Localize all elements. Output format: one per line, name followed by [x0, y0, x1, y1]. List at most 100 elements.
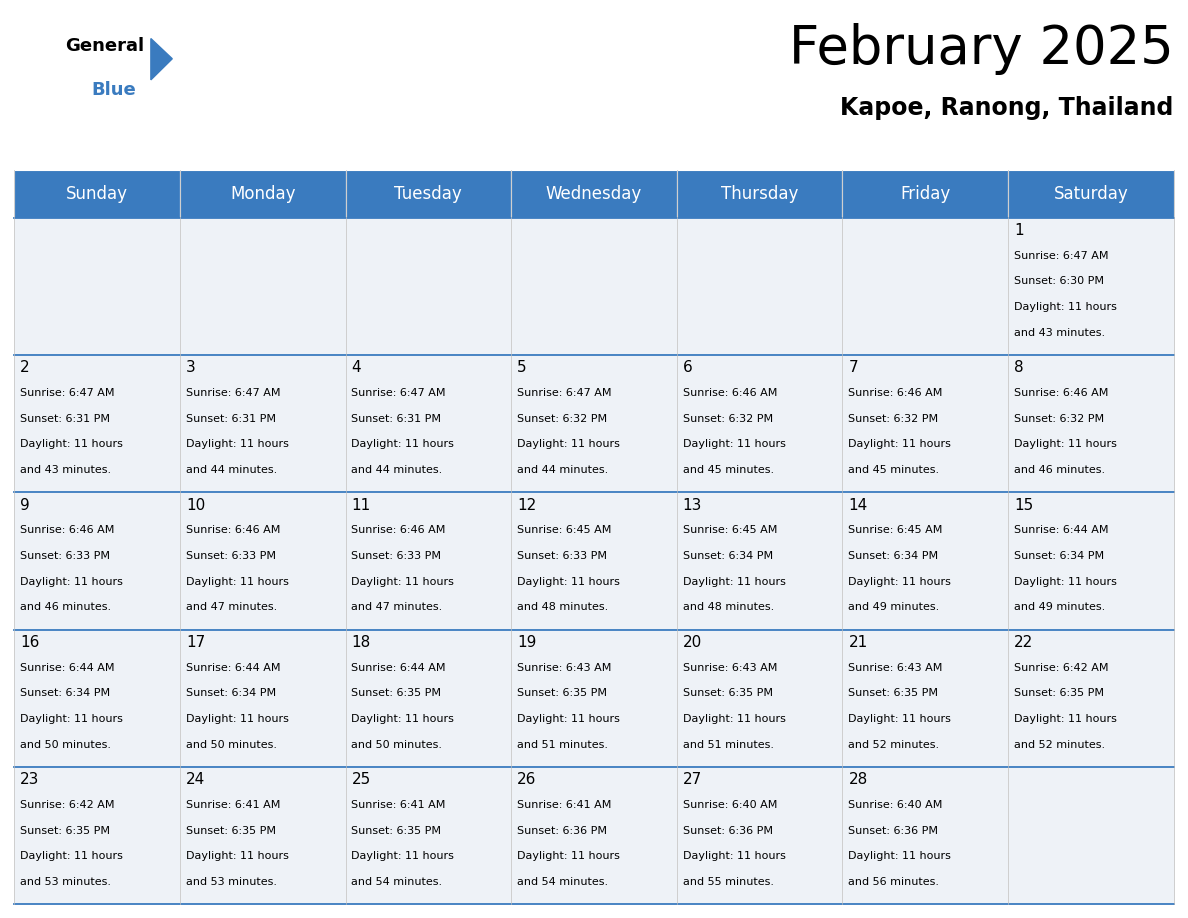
Text: 10: 10 — [185, 498, 206, 513]
Text: 26: 26 — [517, 772, 537, 788]
Text: 8: 8 — [1015, 361, 1024, 375]
Text: Kapoe, Ranong, Thailand: Kapoe, Ranong, Thailand — [840, 96, 1174, 120]
Text: and 44 minutes.: and 44 minutes. — [352, 465, 443, 475]
Text: Sunrise: 6:44 AM: Sunrise: 6:44 AM — [185, 663, 280, 673]
Text: Daylight: 11 hours: Daylight: 11 hours — [185, 440, 289, 449]
Text: Sunset: 6:31 PM: Sunset: 6:31 PM — [352, 414, 442, 423]
Text: Daylight: 11 hours: Daylight: 11 hours — [352, 851, 454, 861]
Text: 18: 18 — [352, 635, 371, 650]
Text: Daylight: 11 hours: Daylight: 11 hours — [20, 440, 124, 449]
Text: Daylight: 11 hours: Daylight: 11 hours — [352, 577, 454, 587]
Text: Daylight: 11 hours: Daylight: 11 hours — [20, 577, 124, 587]
Text: Sunset: 6:34 PM: Sunset: 6:34 PM — [185, 688, 276, 699]
Text: 12: 12 — [517, 498, 536, 513]
Text: and 50 minutes.: and 50 minutes. — [185, 740, 277, 750]
Text: and 45 minutes.: and 45 minutes. — [848, 465, 940, 475]
Text: Sunrise: 6:45 AM: Sunrise: 6:45 AM — [517, 525, 612, 535]
Text: Daylight: 11 hours: Daylight: 11 hours — [185, 851, 289, 861]
Text: Daylight: 11 hours: Daylight: 11 hours — [20, 714, 124, 724]
Text: and 51 minutes.: and 51 minutes. — [517, 740, 608, 750]
Text: Daylight: 11 hours: Daylight: 11 hours — [1015, 577, 1117, 587]
Text: Sunrise: 6:47 AM: Sunrise: 6:47 AM — [20, 388, 115, 397]
Text: Sunrise: 6:45 AM: Sunrise: 6:45 AM — [683, 525, 777, 535]
Text: and 52 minutes.: and 52 minutes. — [1015, 740, 1105, 750]
Text: Sunrise: 6:41 AM: Sunrise: 6:41 AM — [352, 800, 446, 810]
Text: Daylight: 11 hours: Daylight: 11 hours — [683, 440, 785, 449]
Text: Sunday: Sunday — [67, 185, 128, 203]
Text: Sunrise: 6:46 AM: Sunrise: 6:46 AM — [352, 525, 446, 535]
Text: Sunrise: 6:40 AM: Sunrise: 6:40 AM — [683, 800, 777, 810]
Text: Sunset: 6:35 PM: Sunset: 6:35 PM — [848, 688, 939, 699]
Text: Sunset: 6:36 PM: Sunset: 6:36 PM — [683, 825, 772, 835]
Text: Sunrise: 6:44 AM: Sunrise: 6:44 AM — [352, 663, 446, 673]
Text: Sunrise: 6:46 AM: Sunrise: 6:46 AM — [848, 388, 943, 397]
Text: Sunrise: 6:43 AM: Sunrise: 6:43 AM — [683, 663, 777, 673]
Text: Daylight: 11 hours: Daylight: 11 hours — [517, 851, 620, 861]
Text: Sunset: 6:35 PM: Sunset: 6:35 PM — [352, 688, 442, 699]
Text: and 47 minutes.: and 47 minutes. — [185, 602, 277, 612]
Text: Monday: Monday — [230, 185, 296, 203]
Text: Sunset: 6:35 PM: Sunset: 6:35 PM — [20, 825, 110, 835]
Text: Daylight: 11 hours: Daylight: 11 hours — [1015, 302, 1117, 312]
Text: Sunrise: 6:40 AM: Sunrise: 6:40 AM — [848, 800, 943, 810]
Text: 3: 3 — [185, 361, 196, 375]
Text: Sunset: 6:34 PM: Sunset: 6:34 PM — [1015, 551, 1104, 561]
Text: Sunrise: 6:47 AM: Sunrise: 6:47 AM — [185, 388, 280, 397]
Text: 16: 16 — [20, 635, 39, 650]
Text: February 2025: February 2025 — [789, 23, 1174, 75]
Text: Daylight: 11 hours: Daylight: 11 hours — [517, 577, 620, 587]
Text: Daylight: 11 hours: Daylight: 11 hours — [1015, 440, 1117, 449]
Text: and 48 minutes.: and 48 minutes. — [683, 602, 775, 612]
Text: Sunset: 6:34 PM: Sunset: 6:34 PM — [683, 551, 773, 561]
Text: Friday: Friday — [901, 185, 950, 203]
Text: and 45 minutes.: and 45 minutes. — [683, 465, 773, 475]
Text: Sunrise: 6:45 AM: Sunrise: 6:45 AM — [848, 525, 943, 535]
Text: 27: 27 — [683, 772, 702, 788]
Text: 15: 15 — [1015, 498, 1034, 513]
Text: Tuesday: Tuesday — [394, 185, 462, 203]
Text: Sunrise: 6:42 AM: Sunrise: 6:42 AM — [20, 800, 115, 810]
Text: and 46 minutes.: and 46 minutes. — [20, 602, 112, 612]
Text: 1: 1 — [1015, 223, 1024, 238]
Text: Daylight: 11 hours: Daylight: 11 hours — [848, 714, 952, 724]
Text: Sunset: 6:31 PM: Sunset: 6:31 PM — [20, 414, 110, 423]
Text: Daylight: 11 hours: Daylight: 11 hours — [848, 577, 952, 587]
Text: General: General — [65, 37, 145, 55]
Text: Sunset: 6:33 PM: Sunset: 6:33 PM — [517, 551, 607, 561]
Text: Sunrise: 6:47 AM: Sunrise: 6:47 AM — [1015, 251, 1108, 261]
Text: and 52 minutes.: and 52 minutes. — [848, 740, 940, 750]
Text: Sunrise: 6:43 AM: Sunrise: 6:43 AM — [517, 663, 612, 673]
Text: and 53 minutes.: and 53 minutes. — [20, 877, 112, 887]
Text: 20: 20 — [683, 635, 702, 650]
Text: Daylight: 11 hours: Daylight: 11 hours — [683, 714, 785, 724]
Text: Sunrise: 6:41 AM: Sunrise: 6:41 AM — [517, 800, 612, 810]
Text: and 50 minutes.: and 50 minutes. — [20, 740, 112, 750]
Text: Sunset: 6:30 PM: Sunset: 6:30 PM — [1015, 276, 1104, 286]
Text: Sunset: 6:32 PM: Sunset: 6:32 PM — [848, 414, 939, 423]
Text: Sunset: 6:31 PM: Sunset: 6:31 PM — [185, 414, 276, 423]
Text: and 56 minutes.: and 56 minutes. — [848, 877, 940, 887]
Text: 22: 22 — [1015, 635, 1034, 650]
Text: 28: 28 — [848, 772, 867, 788]
Text: Daylight: 11 hours: Daylight: 11 hours — [848, 851, 952, 861]
Text: and 46 minutes.: and 46 minutes. — [1015, 465, 1105, 475]
Text: Sunset: 6:33 PM: Sunset: 6:33 PM — [352, 551, 442, 561]
Text: Daylight: 11 hours: Daylight: 11 hours — [683, 851, 785, 861]
Text: Wednesday: Wednesday — [545, 185, 643, 203]
Text: and 44 minutes.: and 44 minutes. — [517, 465, 608, 475]
Text: and 54 minutes.: and 54 minutes. — [352, 877, 443, 887]
Text: 24: 24 — [185, 772, 206, 788]
Text: Sunrise: 6:42 AM: Sunrise: 6:42 AM — [1015, 663, 1108, 673]
Text: Thursday: Thursday — [721, 185, 798, 203]
Text: and 49 minutes.: and 49 minutes. — [848, 602, 940, 612]
Text: 11: 11 — [352, 498, 371, 513]
Text: and 51 minutes.: and 51 minutes. — [683, 740, 773, 750]
Text: and 49 minutes.: and 49 minutes. — [1015, 602, 1105, 612]
Text: 4: 4 — [352, 361, 361, 375]
Text: Daylight: 11 hours: Daylight: 11 hours — [1015, 714, 1117, 724]
Text: 13: 13 — [683, 498, 702, 513]
Text: Sunset: 6:35 PM: Sunset: 6:35 PM — [352, 825, 442, 835]
Text: Sunset: 6:36 PM: Sunset: 6:36 PM — [848, 825, 939, 835]
Text: Sunrise: 6:43 AM: Sunrise: 6:43 AM — [848, 663, 943, 673]
Text: Blue: Blue — [91, 81, 137, 99]
